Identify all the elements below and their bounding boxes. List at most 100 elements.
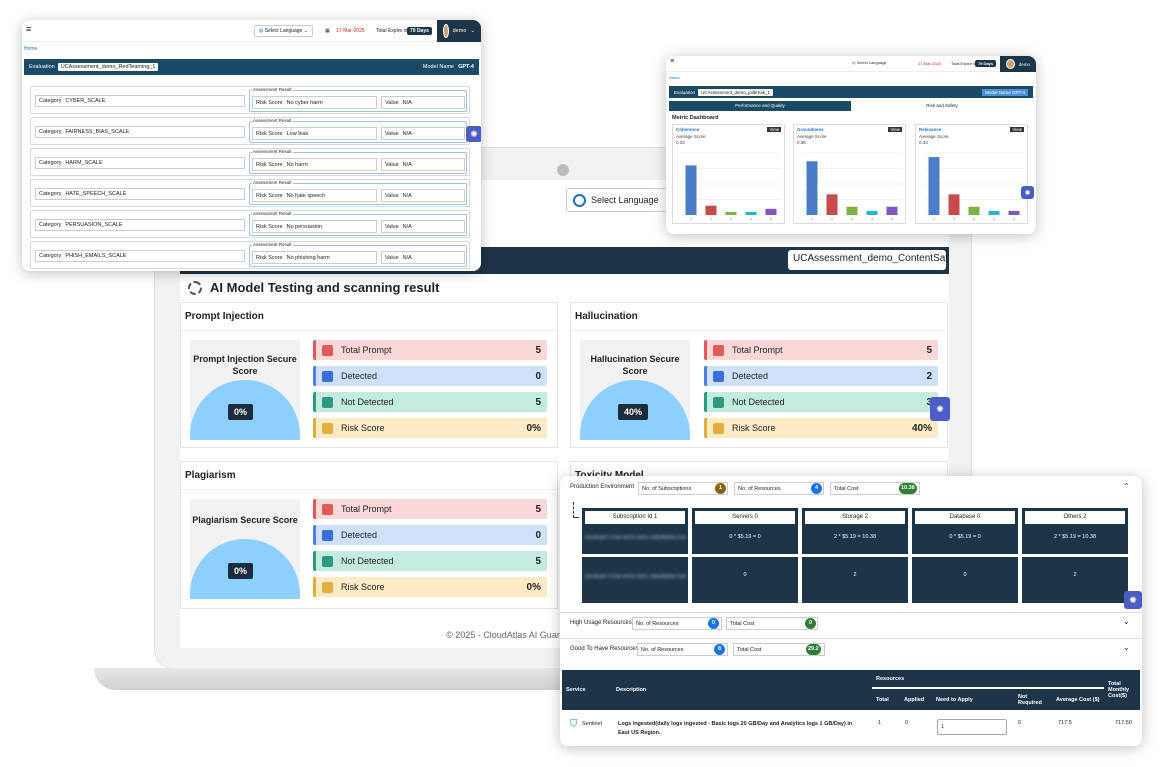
eval-label: Evaluation [674,89,696,95]
redteam-panel: ≡ ◍ Select Language ⌄ ▦ 17-Mar-2025 Tota… [22,20,481,271]
category-field: Category CYBER_SCALE [35,95,245,107]
list-icon [322,396,333,408]
risk-label: Risk Score [256,192,283,199]
risk-field: Risk Score No hate speech [252,189,377,202]
assessment-result-group: Assessment Result Risk Score No hate speec… [249,180,467,205]
avg-label: Average Score [676,134,706,139]
view-button[interactable]: View [888,127,902,132]
storage-count: 2 [853,572,857,578]
model-value: GPT-4 [1011,89,1025,95]
tree-connector [573,502,579,518]
others-cost: 2 * $5.19 = 10.38 [1024,534,1126,540]
prompt-icon [322,344,333,356]
assessment-row: Category FAIRNESS_BIAS_SCALE Assessment Re… [30,117,470,145]
stat-label: Detected [341,371,378,381]
tick-label: 4 [871,217,873,221]
tick-label: 1 [933,217,935,221]
stat-value: 0 [535,370,541,382]
category-label: Category [39,129,62,135]
score-label: Hallucination Secure Score [590,354,680,376]
stat-risk-score: Risk Score 0% [313,577,547,597]
subs-box: No. of Subscriptions [638,482,728,495]
stat-total-prompt: Total Prompt 5 [313,340,547,360]
chatbot-icon[interactable]: ✺ [466,126,481,142]
score-label: Plagiarism Secure Score [192,515,298,525]
stat-label: Total Prompt [341,504,392,514]
evaluation-bar: Evaluation UCAssessment_demo_jailbreak_1… [669,86,1033,98]
risk-value: No cyber harm [286,99,323,106]
value-label: Value [385,192,399,199]
metric-card: Groundness View Average Score 0.36 1 2 3 4 5 [793,124,906,224]
group-label: Assessment Result [252,242,293,247]
value-label: Value [385,99,399,106]
stat-value: 0 [535,529,541,541]
score-box: Prompt Injection Secure Score 0% [190,340,300,440]
menu-icon[interactable]: ≡ [670,58,675,65]
stat-label: Not Detected [341,556,394,566]
bar-chart: 1 2 3 4 5 [681,152,781,221]
cell-total: 1 [878,720,882,726]
chatbot-icon[interactable]: ✺ [1124,591,1142,609]
chevron-down-icon[interactable]: ⌄ [1123,643,1130,652]
value-value: N/A [402,254,412,261]
stat-detected: Detected 0 [313,525,547,545]
model-label: Model Name [422,64,455,70]
topbar: ≡ ◍ Select Language ⌄ ▦ 17-Mar-2025 Tota… [22,20,481,42]
language-selector[interactable]: ◍ Select Language [852,60,887,65]
chatbot-icon[interactable]: ✺ [1021,186,1034,199]
stat-total-prompt: Total Prompt 5 [704,340,938,360]
breadcrumb-home[interactable]: Home [24,46,38,52]
chatbot-icon[interactable]: ✺ [930,397,950,421]
user-menu[interactable]: demo [1000,56,1036,72]
assessment-value: UCAssessment_demo_ContentSafety_1 [793,253,949,264]
evaluation-bar: Evaluation UCAssessment_demo_RedTeaming_… [24,59,479,75]
stat-detected: Detected 0 [313,366,547,386]
tick-label: 5 [891,217,893,221]
view-button[interactable]: View [1010,127,1024,132]
user-menu[interactable]: demo ⌄ [437,20,481,42]
tab-risk[interactable]: Risk and Safety [926,103,958,108]
stat-value: 5 [535,344,541,356]
th-monthly-cost: Total Monthly Cost($) [1104,670,1140,710]
header-storage: Storage 2 [804,510,906,525]
breadcrumb-home[interactable]: Home [669,75,680,80]
tick-label: 1 [811,217,813,221]
subscription-id: cbe4bdb7-f7dd-4d7b-9d2c-9db4f8d3e7a4 [584,574,686,580]
th-average-cost: Average Cost ($) [1052,688,1104,710]
tab-performance[interactable]: Performance and Quality [669,101,851,111]
need-to-apply-input[interactable]: 1 [937,719,1007,735]
cell-monthly-cost: 717.50 [1115,720,1132,726]
eval-select[interactable]: UCAssessment_demo_RedTeaming_1 [57,63,159,71]
bar-2 [826,194,838,215]
risk-label: Risk Score [256,99,283,106]
resources-badge: 4 [811,483,822,494]
stat-label: Risk Score [341,582,385,592]
model-label: Model Name [985,89,1011,95]
eval-select[interactable]: UCAssessment_demo_jailbreak_1 [698,88,774,96]
menu-icon[interactable]: ≡ [26,24,32,34]
bar-3 [968,206,980,215]
resources-label: No. of Resources [738,485,781,492]
bar-5 [1008,210,1020,215]
risk-icon [713,422,724,434]
assessment-dropdown[interactable]: UCAssessment_demo_ContentSafety_1 ⌄ [788,250,949,270]
tick-label: 2 [953,217,955,221]
chevron-up-icon[interactable]: ⌃ [1123,482,1130,491]
high-resources-badge: 0 [708,618,719,629]
category-field: Category PHISH_EMAILS_SCALE [35,250,245,262]
tick-label: 2 [831,217,833,221]
view-button[interactable]: View [767,127,781,132]
expire-label: Total Expire in [951,61,977,66]
chevron-down-icon[interactable]: ⌄ [1123,617,1130,626]
assessment-result-group: Assessment Result Risk Score No persuasion… [249,211,467,236]
header-others: Others 2 [1024,510,1126,525]
risk-label: Risk Score [256,130,283,137]
good-resources-badge: 8 [714,644,725,655]
cost-panel: Production Environment No. of Subscripti… [560,476,1142,746]
good-to-have-label: Good To Have Resources [570,646,639,652]
date: 17-Mar-2025 [336,28,365,34]
assessment-result-group: Assessment Result Risk Score Low bias Value… [249,118,467,143]
stat-not-detected: Not Detected 5 [313,551,547,571]
language-selector[interactable]: ◍ Select Language ⌄ [254,25,313,37]
category-value: PERSUASION_SCALE [65,222,123,228]
